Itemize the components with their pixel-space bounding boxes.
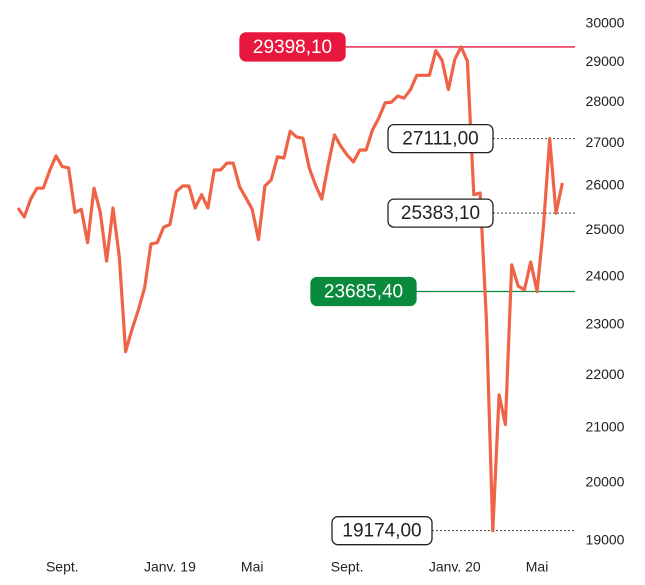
y-tick-label: 19000: [586, 532, 625, 548]
y-tick-label: 28000: [586, 93, 625, 109]
y-tick-label: 22000: [586, 366, 625, 382]
y-tick-label: 26000: [586, 177, 625, 193]
y-tick-label: 27000: [586, 134, 625, 150]
y-tick-label: 29000: [586, 53, 625, 69]
annotation-label: 27111,00: [402, 129, 478, 150]
annotation-label: 25383,10: [401, 203, 480, 224]
annotation-label: 29398,10: [253, 37, 332, 58]
annotation-box: [387, 123, 494, 154]
x-tick-label: Mai: [526, 559, 549, 575]
x-tick-label: Mai: [241, 559, 264, 575]
x-tick-label: Sept.: [331, 559, 364, 575]
annotation-label: 19174,00: [342, 521, 421, 542]
y-tick-label: 23000: [586, 315, 625, 331]
y-tick-label: 21000: [586, 418, 625, 434]
annotation-label: 23685,40: [324, 282, 403, 303]
annotation-box: [387, 198, 494, 228]
y-tick-label: 30000: [586, 15, 625, 31]
data-line: [16, 45, 564, 533]
annotation-box: [331, 516, 433, 546]
y-tick-label: 24000: [586, 267, 625, 283]
x-tick-label: Janv. 19: [144, 559, 196, 575]
annotation-box: [239, 32, 346, 62]
x-tick-label: Janv. 20: [429, 559, 481, 575]
y-tick-label: 20000: [586, 474, 625, 490]
annotation-box: [310, 276, 417, 307]
y-tick-label: 25000: [586, 221, 625, 237]
x-tick-label: Sept.: [46, 559, 79, 575]
